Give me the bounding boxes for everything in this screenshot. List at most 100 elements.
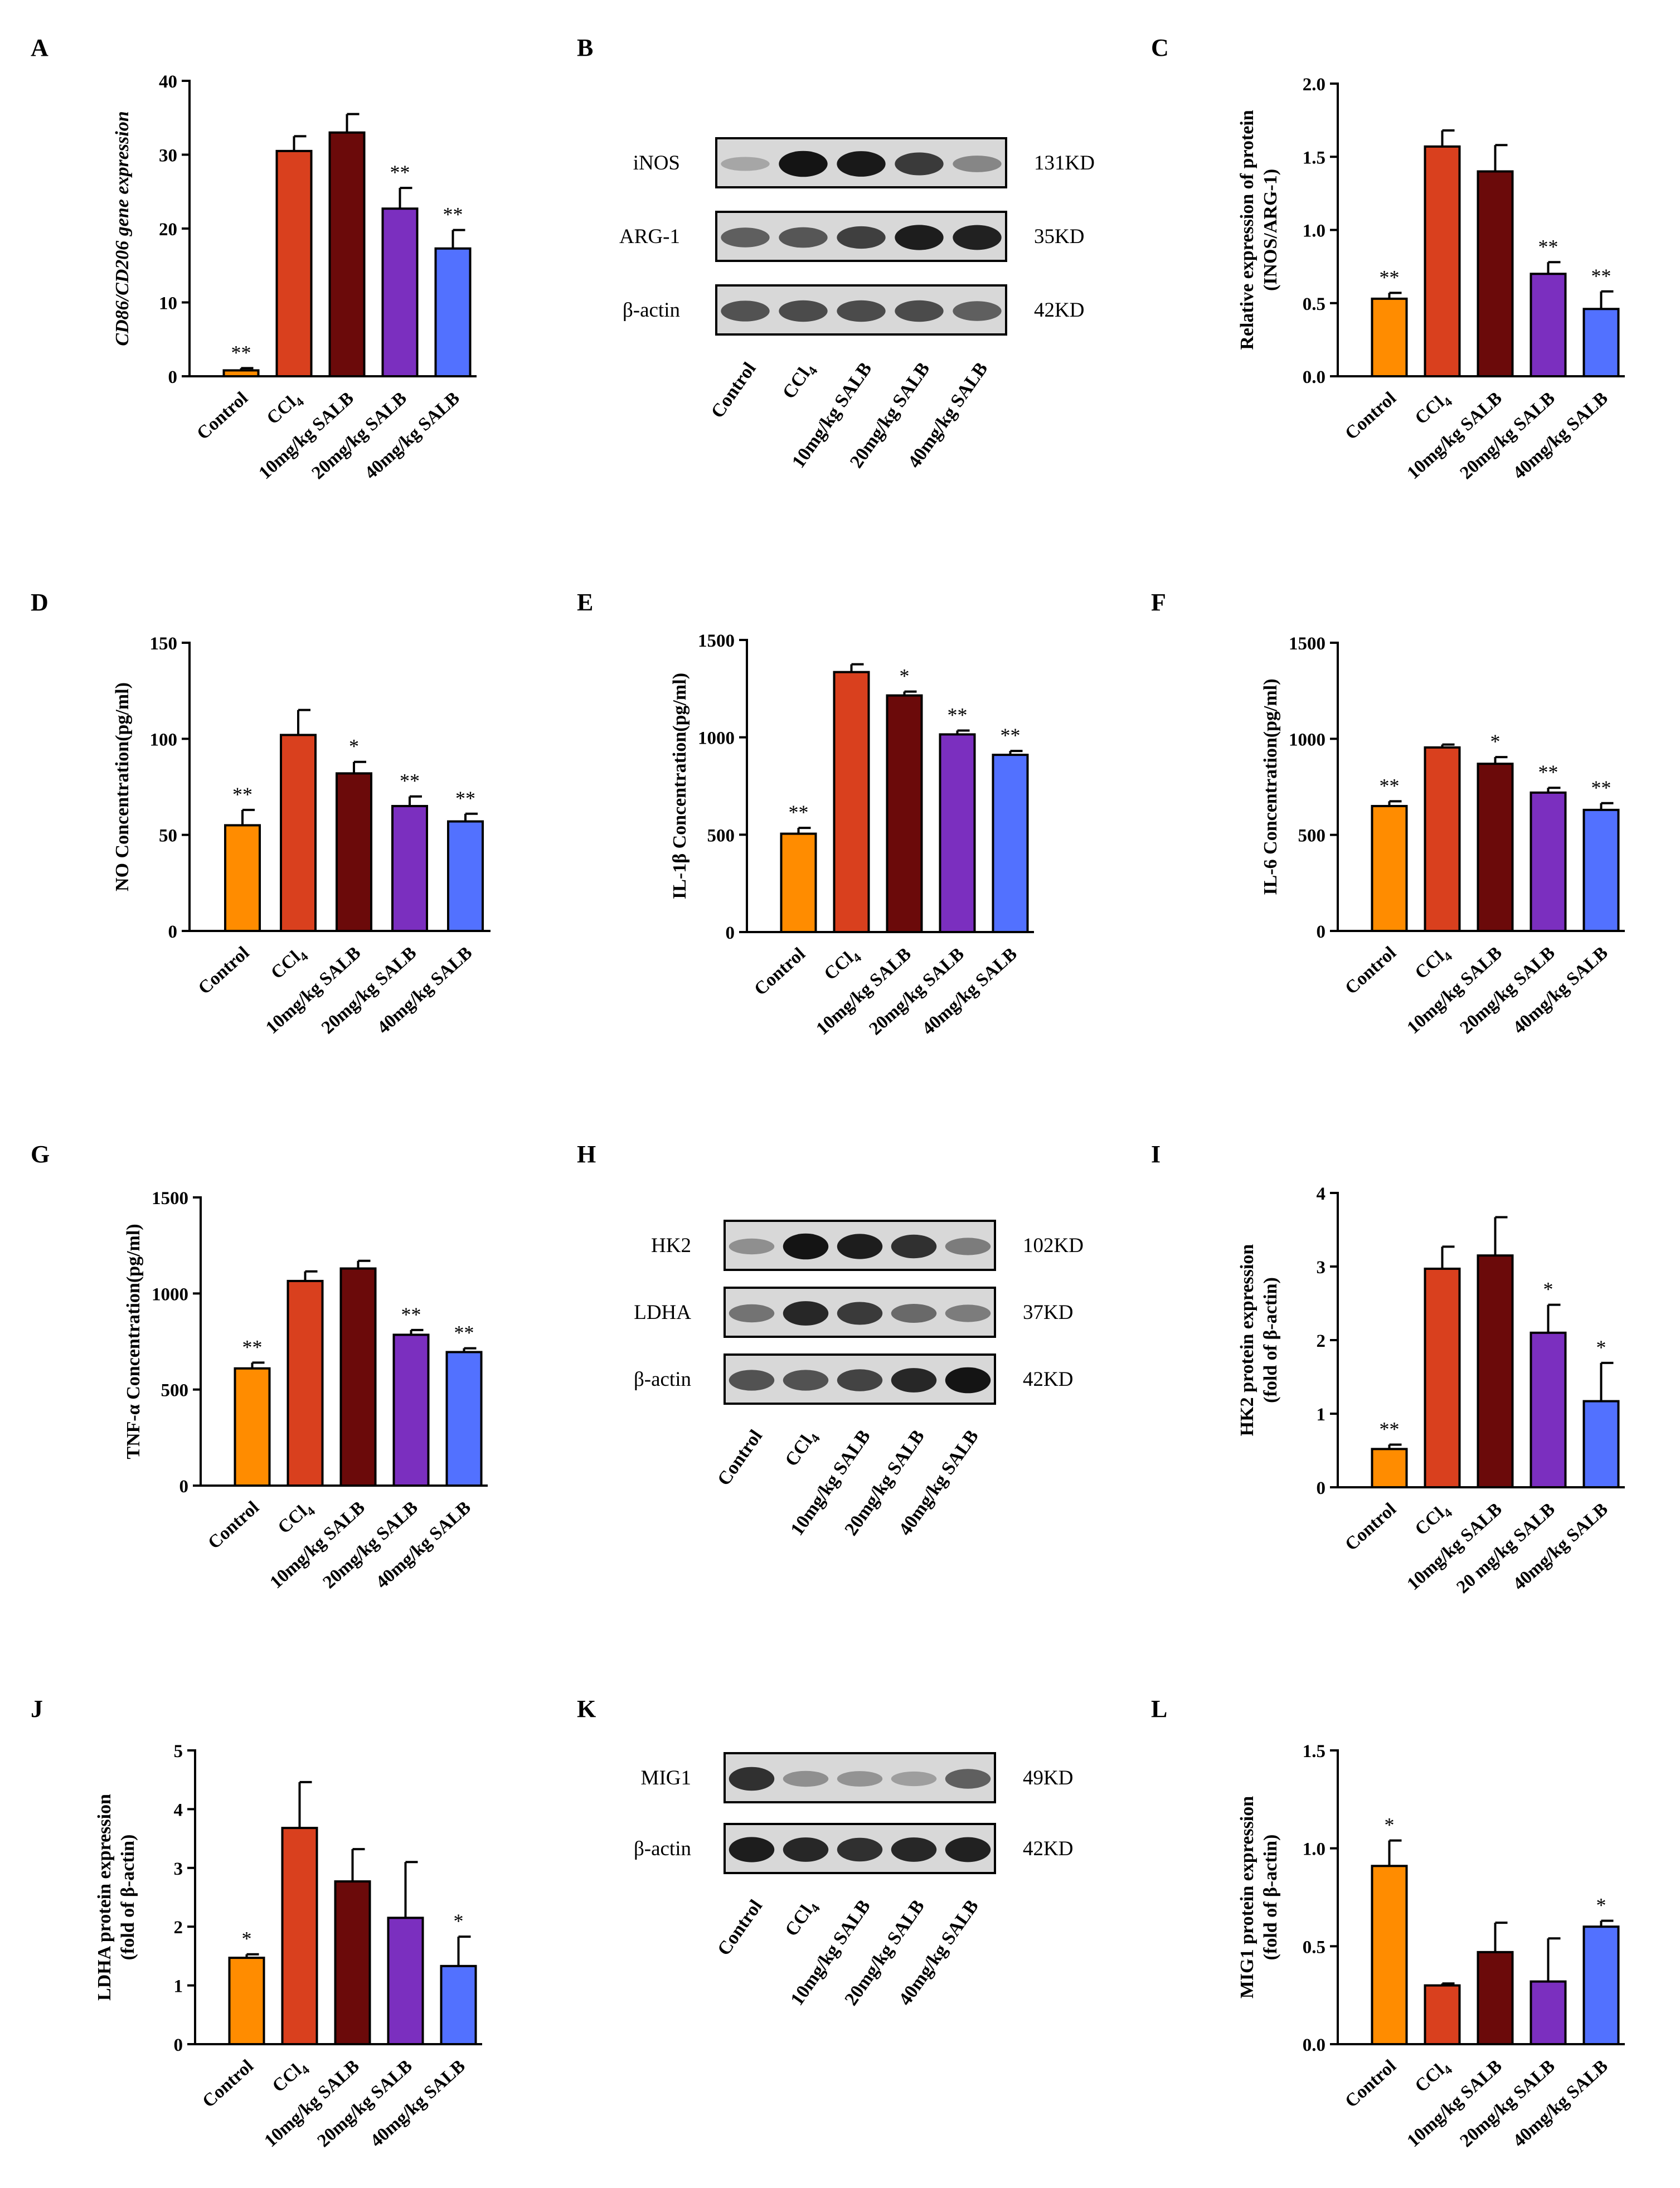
bar (1424, 1267, 1461, 1488)
blot-band (779, 151, 828, 177)
category-label: Control (1341, 2056, 1400, 2112)
lane-label: Control (713, 1426, 766, 1490)
blot-band (837, 226, 886, 249)
category-label: 20mg/kg SALB (1456, 388, 1559, 483)
lane-label: CCl4 (781, 1426, 823, 1472)
bar (1477, 1951, 1514, 2045)
blot-band (837, 1302, 883, 1325)
category-label: 20mg/kg SALB (319, 1497, 422, 1593)
molecular-weight-label: 49KD (1023, 1767, 1073, 1789)
significance-label: ** (231, 341, 251, 363)
lane-label: Control (713, 1896, 766, 1959)
y-tick-label: 0 (179, 1477, 189, 1497)
subscript: 4 (1440, 949, 1455, 964)
bar (234, 1367, 271, 1487)
blot-band (895, 300, 944, 322)
category-label: CCl4 (1411, 1499, 1455, 1542)
y-tick-label: 4 (174, 1800, 183, 1820)
y-tick-label: 2 (174, 1918, 183, 1938)
blot-band (779, 300, 828, 322)
category-label: Control (204, 1497, 263, 1553)
y-tick-label: 0.5 (1303, 294, 1325, 314)
y-tick-label: 1000 (1289, 730, 1325, 750)
protein-label: iNOS (633, 152, 680, 174)
subscript: 4 (303, 1503, 318, 1518)
y-tick-label: 0 (168, 367, 178, 387)
category-label: Control (1341, 388, 1400, 444)
blot-band (729, 1370, 775, 1391)
protein-label: β-actin (634, 1368, 691, 1391)
significance-label: ** (455, 787, 475, 809)
y-axis-label: MIG1 protein expression (1237, 1796, 1257, 1998)
molecular-weight-label: 42KD (1034, 299, 1084, 322)
lane-label: CCl4 (781, 1896, 823, 1942)
category-label: 20mg/kg SALB (1456, 2056, 1559, 2151)
y-tick-label: 3 (1317, 1258, 1326, 1278)
chart-i: 0 1 2 3 4 HK2 protein expression (fold of β-ac… (1237, 1184, 1625, 1598)
bar (886, 694, 923, 934)
significance-label: ** (232, 783, 253, 806)
bar (1582, 308, 1620, 377)
y-tick-label: 0 (726, 923, 735, 943)
chart-f: 0 500 1000 1500 IL-6 Concentration(pg/ml) ** C… (1260, 634, 1625, 1038)
y-axis-label: HK2 protein expression (1237, 1244, 1257, 1437)
y-tick-label: 1000 (152, 1284, 188, 1304)
panel-letter-a: A (31, 34, 48, 61)
bar (1371, 297, 1408, 377)
blot-band (729, 1238, 775, 1255)
significance-label: ** (1538, 235, 1558, 258)
panel-letter-j: J (31, 1695, 43, 1723)
blot-band (783, 1770, 829, 1787)
significance-label: * (242, 1928, 252, 1950)
bar (339, 1267, 377, 1487)
y-tick-label: 500 (707, 826, 735, 846)
y-tick-label: 3 (174, 1859, 183, 1879)
bar (336, 772, 372, 932)
y-tick-label: 20 (159, 220, 177, 240)
bar (1477, 170, 1514, 377)
chart-j: 0 1 2 3 4 5 LDHA protein expression (fold of β-… (94, 1741, 482, 2151)
subscript: 4 (1440, 394, 1455, 409)
bar (224, 824, 261, 933)
category-label: 40mg/kg SALB (373, 943, 476, 1038)
category-label: CCl4 (820, 944, 865, 987)
bar (1371, 804, 1408, 933)
bar (1582, 1400, 1620, 1489)
y-tick-label: 1000 (698, 729, 735, 749)
blot-band (721, 227, 770, 248)
y-tick-label: 0.5 (1303, 1937, 1325, 1957)
y-axis-label: TNF-α Concentration(pg/ml) (123, 1224, 144, 1459)
protein-label: HK2 (651, 1234, 691, 1257)
category-label: Control (1341, 1499, 1400, 1555)
bar (328, 131, 366, 377)
bar (334, 1880, 371, 2045)
bar (381, 207, 419, 377)
blot-band (729, 1767, 775, 1791)
category-label: 40mg/kg SALB (367, 2056, 469, 2151)
bar (1530, 791, 1567, 932)
y-tick-label: 1 (1317, 1405, 1326, 1425)
y-tick-label: 0 (168, 922, 178, 942)
bar (275, 149, 313, 377)
y-tick-label: 40 (159, 72, 177, 92)
chart-a: 0 10 20 30 40 CD86/CD206 gene expression ** Con… (112, 72, 477, 483)
y-tick-label: 1.0 (1303, 221, 1325, 241)
significance-label: * (1385, 1814, 1395, 1836)
significance-label: ** (789, 801, 809, 823)
subscript: 4 (1440, 2062, 1455, 2077)
y-tick-label: 500 (1298, 826, 1326, 846)
bar (1530, 1331, 1567, 1489)
blot-band (945, 1238, 991, 1255)
y-tick-label: 0 (1317, 1478, 1326, 1498)
y-tick-label: 0 (1317, 922, 1326, 942)
y-tick-label: 1500 (1289, 634, 1325, 654)
category-label: 40mg/kg SALB (919, 944, 1021, 1039)
protein-label: ARG-1 (619, 225, 680, 248)
bar (833, 671, 870, 933)
bar (1424, 746, 1461, 933)
y-axis-label-line2: (INOS/ARG-1) (1260, 169, 1281, 291)
category-label: 20mg/kg SALB (314, 2056, 416, 2151)
y-tick-label: 500 (161, 1381, 189, 1401)
